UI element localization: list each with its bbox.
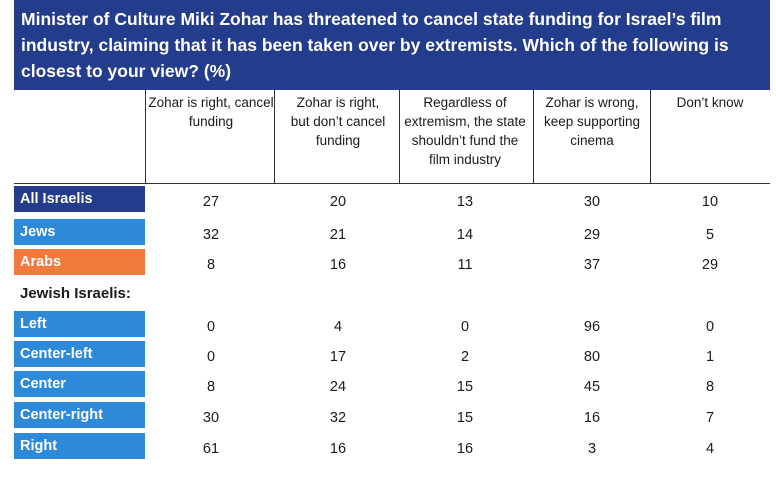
table-cell: 8 [206, 379, 216, 395]
table-cell: 20 [329, 194, 347, 210]
column-header-line: cinema [570, 133, 614, 148]
header-divider [14, 183, 770, 184]
table-row: Center 8 24 15 45 8 [0, 371, 776, 397]
column-divider [145, 90, 146, 183]
table-cell: 0 [705, 319, 715, 335]
table-cell: 32 [202, 227, 220, 243]
table-row: Arabs 8 16 11 37 29 [0, 249, 776, 275]
table-cell: 13 [456, 194, 474, 210]
column-header-line: Zohar is right, [296, 95, 380, 110]
table-row: Right 61 16 16 3 4 [0, 433, 776, 459]
table-cell: 15 [456, 379, 474, 395]
table-cell: 96 [583, 319, 601, 335]
row-label: All Israelis [14, 186, 145, 212]
table-cell: 0 [206, 319, 216, 335]
row-label: Center-left [14, 341, 145, 367]
table-cell: 4 [333, 319, 343, 335]
table-row: Jews 32 21 14 29 5 [0, 219, 776, 245]
table-cell: 27 [202, 194, 220, 210]
table-cell: 30 [583, 194, 601, 210]
table-cell: 61 [202, 441, 220, 457]
table-row: All Israelis 27 20 13 30 10 [0, 186, 776, 212]
table-cell: 7 [705, 410, 715, 426]
table-cell: 16 [329, 257, 347, 273]
column-header-line: keep supporting [543, 114, 641, 129]
row-label: Left [14, 311, 145, 337]
table-cell: 45 [583, 379, 601, 395]
column-header-line: Regardless of [423, 95, 507, 110]
table-cell: 3 [587, 441, 597, 457]
table-cell: 17 [329, 349, 347, 365]
column-header-line: film industry [428, 152, 501, 167]
column-header: Regardless of extremism, the state shouldn… [400, 93, 530, 169]
column-header-line: funding [315, 133, 361, 148]
column-header-line: Don’t know [676, 95, 744, 110]
table-cell: 16 [583, 410, 601, 426]
column-header-line: extremism, the state [404, 114, 526, 129]
row-label: Center-right [14, 402, 145, 428]
column-divider [274, 90, 275, 183]
table-row: Center-right 30 32 15 16 7 [0, 402, 776, 428]
column-header-line: Zohar is wrong, [545, 95, 639, 110]
chart-title: Minister of Culture Miki Zohar has threa… [14, 0, 770, 90]
column-header-line: shouldn’t fund the [411, 133, 519, 148]
table-cell: 15 [456, 410, 474, 426]
column-header: Zohar is wrong, keep supporting cinema [537, 93, 647, 150]
column-header: Zohar is right, but don’t cancel funding [283, 93, 393, 150]
column-header-line: Zohar is right, cancel [148, 95, 274, 110]
table-cell: 37 [583, 257, 601, 273]
row-label: Jews [14, 219, 145, 245]
table-cell: 11 [457, 257, 473, 273]
table-row: Center-left 0 17 2 80 1 [0, 341, 776, 367]
column-header-row: Zohar is right, cancel funding Zohar is ri… [0, 90, 776, 183]
table-cell: 80 [583, 349, 601, 365]
table-cell: 8 [206, 257, 216, 273]
table-cell: 21 [329, 227, 347, 243]
table-cell: 5 [705, 227, 715, 243]
table-cell: 30 [202, 410, 220, 426]
column-divider [533, 90, 534, 183]
table-cell: 8 [705, 379, 715, 395]
table-cell: 29 [701, 257, 719, 273]
group-label-row: Jewish Israelis: [0, 281, 776, 307]
table-cell: 32 [329, 410, 347, 426]
column-divider [650, 90, 651, 183]
table-cell: 4 [705, 441, 715, 457]
table-cell: 16 [329, 441, 347, 457]
table-cell: 14 [456, 227, 474, 243]
column-divider [399, 90, 400, 183]
table-cell: 0 [206, 349, 216, 365]
column-header-line: but don’t cancel [290, 114, 386, 129]
row-label: Arabs [14, 249, 145, 275]
table-cell: 16 [456, 441, 474, 457]
column-header: Don’t know [655, 93, 765, 112]
table-cell: 1 [705, 349, 715, 365]
group-label: Jewish Israelis: [20, 285, 131, 302]
column-header: Zohar is right, cancel funding [146, 93, 276, 131]
column-header-line: funding [188, 114, 234, 129]
table-cell: 2 [460, 349, 470, 365]
row-label: Right [14, 433, 145, 459]
table-row: Left 0 4 0 96 0 [0, 311, 776, 337]
table-cell: 10 [701, 194, 719, 210]
table-cell: 24 [329, 379, 347, 395]
row-label: Center [14, 371, 145, 397]
table-cell: 29 [583, 227, 601, 243]
table-cell: 0 [460, 319, 470, 335]
